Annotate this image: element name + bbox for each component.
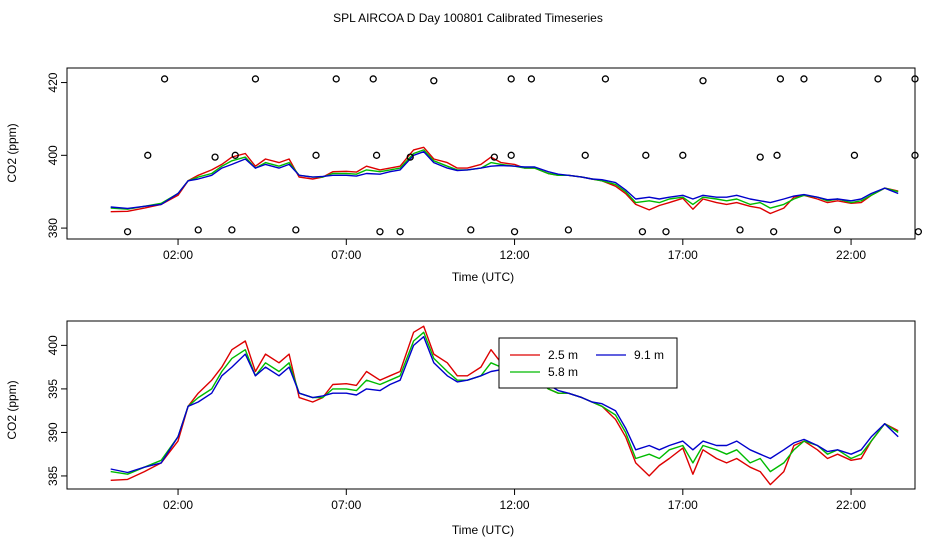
scatter-point (144, 151, 152, 159)
scatter-point (679, 151, 687, 159)
top-x-tick-label: 12:00 (500, 248, 530, 262)
scatter-point (406, 153, 414, 161)
scatter-point (251, 75, 260, 83)
bottom-y-axis-label: CO2 (ppm) (5, 380, 19, 439)
top-x-tick-label: 22:00 (836, 248, 866, 262)
top-scatter-group (123, 75, 923, 236)
scatter-point (662, 228, 670, 236)
scatter-point (833, 226, 842, 234)
top-x-tick-label: 02:00 (163, 248, 193, 262)
bottom-plot-frame (66, 320, 916, 490)
bottom-x-tick-label: 07:00 (331, 498, 361, 512)
bottom-x-tick-label: 12:00 (500, 498, 530, 512)
scatter-point (642, 151, 650, 159)
top-series-line-2-5-m (110, 146, 899, 215)
scatter-point (194, 226, 202, 234)
bottom-x-axis: 02:00 07:00 12:00 17:00 22:00 (163, 489, 866, 512)
scatter-point (369, 75, 377, 83)
scatter-point (911, 151, 919, 159)
scatter-point (850, 151, 859, 159)
scatter-point (376, 228, 384, 236)
top-y-tick-label: 420 (46, 72, 60, 92)
scatter-point (396, 228, 404, 236)
top-x-axis: 02:00 07:00 12:00 17:00 22:00 (163, 239, 866, 262)
scatter-point (773, 151, 781, 159)
top-x-axis-label: Time (UTC) (452, 270, 514, 284)
scatter-point (332, 75, 340, 83)
top-plot-frame (66, 67, 916, 240)
scatter-point (770, 228, 778, 236)
scatter-point (228, 226, 236, 234)
scatter-point (638, 228, 647, 236)
legend-label-9-1m: 9.1 m (634, 348, 664, 362)
scatter-point (430, 77, 438, 85)
bottom-x-tick-label: 22:00 (836, 498, 866, 512)
scatter-point (756, 153, 764, 161)
top-series-group (110, 146, 899, 215)
bottom-y-tick-label: 385 (46, 466, 60, 486)
bottom-x-axis-label: Time (UTC) (452, 523, 514, 537)
scatter-point (914, 228, 923, 236)
scatter-point (601, 75, 610, 83)
scatter-point (800, 75, 808, 83)
scatter-point (507, 151, 515, 159)
bottom-y-tick-label: 400 (46, 335, 60, 355)
top-y-axis-label: CO2 (ppm) (5, 123, 19, 182)
scatter-point (231, 151, 239, 159)
scatter-point (736, 226, 744, 234)
scatter-point (292, 226, 300, 234)
top-x-tick-label: 17:00 (668, 248, 698, 262)
bottom-x-tick-label: 02:00 (163, 498, 193, 512)
legend-label-5-8m: 5.8 m (548, 365, 578, 379)
top-y-axis: 380 400 420 (46, 72, 67, 238)
bottom-x-tick-label: 17:00 (668, 498, 698, 512)
bottom-y-axis: 385 390 395 400 (46, 335, 67, 486)
scatter-point (776, 75, 785, 83)
scatter-point (699, 77, 707, 85)
scatter-point (490, 153, 499, 161)
top-y-tick-label: 400 (46, 145, 60, 165)
top-series-line-9-1-m (110, 150, 899, 210)
legend-box (498, 337, 678, 389)
bottom-y-tick-label: 390 (46, 422, 60, 442)
scatter-point (160, 75, 169, 83)
scatter-point (372, 151, 381, 159)
bottom-panel: 02:00 07:00 12:00 17:00 22:00 385 390 395 400 T… (5, 320, 916, 537)
bottom-y-tick-label: 395 (46, 379, 60, 399)
legend: 2.5 m 9.1 m 5.8 m (498, 337, 678, 389)
scatter-point (581, 151, 589, 159)
top-y-tick-label: 380 (46, 218, 60, 238)
top-panel: 02:00 07:00 12:00 17:00 22:00 380 400 420 Time… (5, 67, 923, 284)
legend-label-2-5m: 2.5 m (548, 348, 578, 362)
scatter-point (510, 228, 519, 236)
chart-title: SPL AIRCOA D Day 100801 Calibrated Times… (333, 11, 603, 25)
scatter-point (123, 228, 132, 236)
scatter-point (874, 75, 882, 83)
scatter-point (507, 75, 515, 83)
scatter-point (911, 75, 919, 83)
scatter-point (467, 226, 475, 234)
top-x-tick-label: 07:00 (331, 248, 361, 262)
scatter-point (211, 153, 219, 161)
scatter-point (527, 75, 536, 83)
scatter-point (312, 151, 320, 159)
scatter-point (564, 226, 573, 234)
